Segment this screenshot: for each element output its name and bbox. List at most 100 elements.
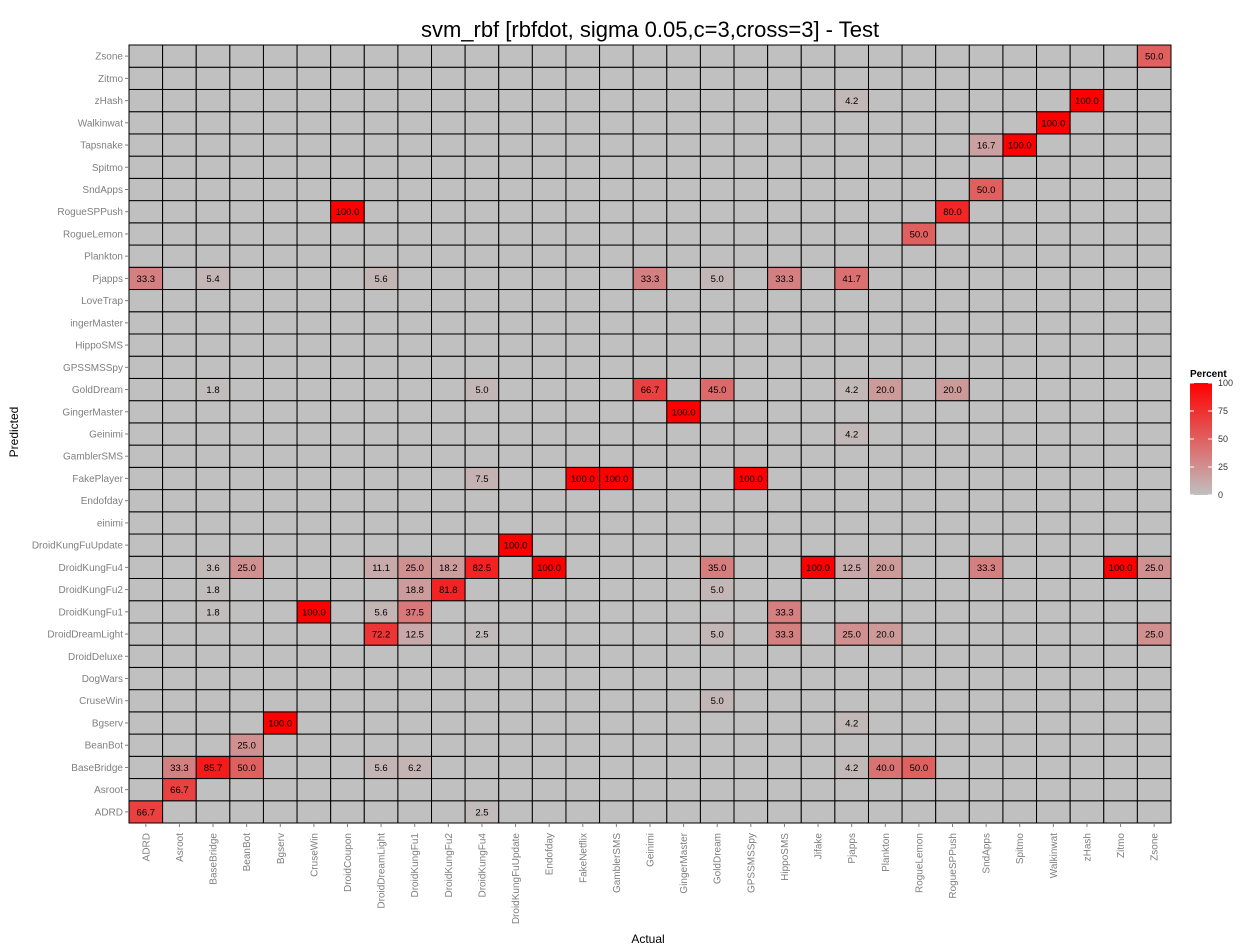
heatmap-cell: [834, 511, 869, 535]
heatmap-cell: [229, 689, 264, 713]
heatmap-cell: [1036, 177, 1071, 202]
heatmap-cell: [1069, 422, 1105, 446]
heatmap-cell: [901, 244, 937, 268]
heatmap-cell: [262, 200, 298, 224]
heatmap-cell: [935, 800, 970, 824]
heatmap-cell: [968, 155, 1004, 179]
heatmap-cell: [767, 200, 802, 224]
heatmap-cell: [834, 778, 869, 802]
heatmap-cell: [363, 200, 399, 224]
heatmap-cell: [867, 733, 903, 757]
heatmap-cell: [464, 644, 500, 668]
heatmap-cell: [464, 133, 500, 157]
heatmap-cell: [666, 600, 701, 624]
heatmap-cell: [262, 466, 298, 491]
heatmap-cell: [565, 800, 601, 824]
heatmap-cell: [1069, 333, 1105, 357]
heatmap-cell: [1036, 66, 1071, 90]
heatmap-cell: [1136, 266, 1172, 291]
heatmap-cell: [431, 733, 466, 757]
heatmap-cell: [632, 422, 668, 446]
heatmap-cell: [968, 444, 1004, 468]
heatmap-cell: [162, 511, 197, 535]
legend-tick-label: 25: [1218, 462, 1228, 472]
heatmap-cell: [363, 333, 399, 357]
y-tick-label: Asroot: [94, 785, 123, 796]
y-tick-label: DroidDreamLight: [47, 630, 123, 641]
heatmap-cell: [397, 111, 433, 135]
heatmap-cell: [128, 44, 164, 68]
y-tick-label: GingerMaster: [62, 407, 123, 418]
heatmap-cell: [1069, 111, 1105, 135]
heatmap-cell: [901, 422, 937, 446]
heatmap-cell: [195, 666, 231, 691]
heatmap-cell: [531, 644, 567, 668]
heatmap-cell: [901, 711, 937, 735]
heatmap-cell: [1136, 400, 1172, 424]
heatmap-cell: [632, 355, 668, 379]
heatmap-cell: [565, 355, 601, 379]
heatmap-cell: [666, 311, 701, 335]
heatmap-cell: [330, 155, 365, 179]
heatmap-cell: [498, 66, 533, 90]
heatmap-cell: [195, 222, 231, 246]
heatmap-cell: [531, 244, 567, 268]
heatmap-cell: [1069, 200, 1105, 224]
heatmap-cell: [867, 533, 903, 557]
heatmap-cell: [666, 377, 701, 402]
heatmap-cell: [935, 133, 970, 157]
heatmap-cell: [431, 422, 466, 446]
heatmap-cell: [1002, 333, 1038, 357]
heatmap-cell: [767, 111, 802, 135]
heatmap-cell: [767, 689, 802, 713]
heatmap-cell: [968, 577, 1004, 602]
heatmap-cell: [431, 800, 466, 824]
heatmap-cell: [262, 44, 298, 68]
heatmap-cell: [632, 466, 668, 491]
heatmap-cell: [330, 511, 365, 535]
heatmap-cell: [699, 111, 735, 135]
heatmap-cell: [599, 577, 634, 602]
heatmap-cell: [363, 711, 399, 735]
heatmap-cell: [867, 111, 903, 135]
heatmap-cell: [901, 311, 937, 335]
heatmap-cell: [431, 200, 466, 224]
heatmap-cell: [800, 355, 836, 379]
heatmap-cell: [565, 422, 601, 446]
heatmap-cell: [431, 88, 466, 113]
y-tick-label: GoldDream: [72, 385, 123, 396]
heatmap-cell: [901, 666, 937, 691]
heatmap-cell: [229, 289, 264, 313]
heatmap-cell: [229, 489, 264, 513]
heatmap-cell: [1069, 533, 1105, 557]
heatmap-cell: [599, 733, 634, 757]
heatmap-cell: [330, 577, 365, 602]
cell-value-label: 33.3: [641, 274, 660, 285]
heatmap-cell: [901, 66, 937, 90]
heatmap-cell: [666, 333, 701, 357]
heatmap-cell: [565, 733, 601, 757]
heatmap-cell: [1036, 400, 1071, 424]
heatmap-cell: [565, 88, 601, 113]
heatmap-cell: [1069, 577, 1105, 602]
heatmap-cell: [296, 289, 332, 313]
heatmap-cell: [195, 800, 231, 824]
heatmap-cell: [1036, 222, 1071, 246]
heatmap-cell: [128, 489, 164, 513]
heatmap-cell: [733, 133, 769, 157]
heatmap-cell: [531, 266, 567, 291]
heatmap-cell: [767, 400, 802, 424]
heatmap-cell: [431, 489, 466, 513]
heatmap-cell: [834, 600, 869, 624]
heatmap-cell: [565, 444, 601, 468]
heatmap-cell: [599, 711, 634, 735]
heatmap-cell: [330, 711, 365, 735]
cell-value-label: 25.0: [1145, 630, 1164, 641]
heatmap-cell: [632, 600, 668, 624]
heatmap-cell: [531, 377, 567, 402]
heatmap-cell: [733, 600, 769, 624]
heatmap-cell: [632, 66, 668, 90]
cell-value-label: 100.0: [1008, 141, 1032, 152]
heatmap-cell: [632, 577, 668, 602]
heatmap-cell: [968, 733, 1004, 757]
